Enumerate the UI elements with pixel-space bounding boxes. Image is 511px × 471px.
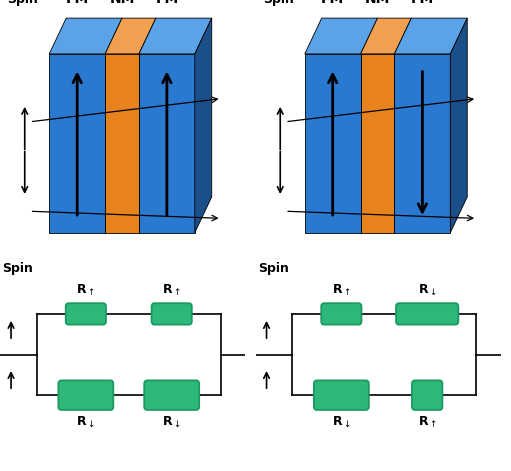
FancyBboxPatch shape (58, 381, 113, 410)
Text: FM: FM (155, 0, 178, 6)
Text: FM: FM (411, 0, 434, 6)
Text: R$_\downarrow$: R$_\downarrow$ (162, 415, 181, 430)
Polygon shape (49, 18, 122, 54)
Text: R$_\downarrow$: R$_\downarrow$ (76, 415, 96, 430)
FancyBboxPatch shape (66, 303, 106, 325)
FancyBboxPatch shape (144, 381, 199, 410)
Text: Spin: Spin (8, 0, 38, 6)
Text: NM: NM (365, 0, 390, 6)
Polygon shape (394, 18, 467, 54)
Polygon shape (305, 18, 378, 54)
Polygon shape (139, 18, 212, 54)
Text: FM: FM (321, 0, 344, 6)
Text: R$_\downarrow$: R$_\downarrow$ (332, 415, 351, 430)
FancyBboxPatch shape (412, 381, 443, 410)
Text: Spin: Spin (258, 262, 289, 276)
Text: R$_\uparrow$: R$_\uparrow$ (417, 415, 437, 430)
Polygon shape (105, 18, 156, 54)
Polygon shape (361, 18, 411, 54)
Bar (139, 54, 195, 233)
FancyBboxPatch shape (321, 303, 361, 325)
FancyBboxPatch shape (396, 303, 458, 325)
Bar (105, 54, 139, 233)
Text: R$_\uparrow$: R$_\uparrow$ (332, 283, 351, 298)
Text: Spin: Spin (3, 262, 33, 276)
Bar (361, 54, 394, 233)
Text: R$_\uparrow$: R$_\uparrow$ (76, 283, 96, 298)
Text: FM: FM (65, 0, 89, 6)
Polygon shape (195, 18, 212, 233)
Bar (49, 54, 105, 233)
Text: Spin: Spin (263, 0, 294, 6)
Text: NM: NM (109, 0, 135, 6)
Bar (394, 54, 450, 233)
Polygon shape (450, 18, 467, 233)
FancyBboxPatch shape (152, 303, 192, 325)
Text: R$_\uparrow$: R$_\uparrow$ (162, 283, 181, 298)
FancyBboxPatch shape (314, 381, 369, 410)
Bar (305, 54, 361, 233)
Text: R$_\downarrow$: R$_\downarrow$ (417, 283, 437, 298)
